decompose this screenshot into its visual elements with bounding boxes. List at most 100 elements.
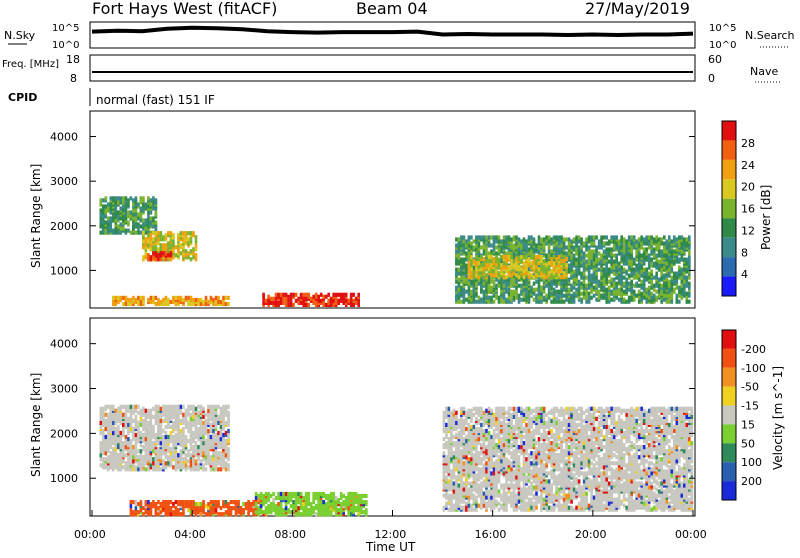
heatmap-cell <box>212 415 215 419</box>
heatmap-cell <box>142 423 145 427</box>
heatmap-cell <box>182 231 185 235</box>
heatmap-cell <box>152 204 155 208</box>
heatmap-cell <box>681 290 684 294</box>
heatmap-cell <box>455 483 458 487</box>
heatmap-cell <box>513 271 516 275</box>
heatmap-cell <box>192 506 195 510</box>
heatmap-cell <box>658 284 661 288</box>
heatmap-cell <box>222 296 225 300</box>
heatmap-cell <box>355 297 358 301</box>
heatmap-cell <box>195 441 198 445</box>
heatmap-cell <box>180 429 183 433</box>
heatmap-cell <box>480 263 483 267</box>
heatmap-cell <box>548 294 551 298</box>
heatmap-cell <box>212 405 215 409</box>
heatmap-cell <box>337 299 340 303</box>
heatmap-cell <box>167 413 170 417</box>
heatmap-cell <box>112 447 115 451</box>
heatmap-cell <box>207 451 210 455</box>
heatmap-cell <box>135 231 138 235</box>
heatmap-cell <box>580 256 583 260</box>
heatmap-cell <box>455 425 458 429</box>
heatmap-cell <box>555 273 558 277</box>
heatmap-cell <box>548 243 551 247</box>
heatmap-cell <box>245 502 248 506</box>
heatmap-cell <box>177 435 180 439</box>
heatmap-cell <box>508 271 511 275</box>
heatmap-cell <box>352 496 355 500</box>
heatmap-cell <box>590 266 593 270</box>
heatmap-cell <box>120 405 123 409</box>
heatmap-cell <box>202 463 205 467</box>
heatmap-cell <box>202 435 205 439</box>
heatmap-cell <box>207 300 210 304</box>
heatmap-cell <box>618 288 621 292</box>
heatmap-cell <box>182 237 185 241</box>
heatmap-cell <box>260 508 263 512</box>
heatmap-cell <box>180 439 183 443</box>
heatmap-cell <box>167 449 170 453</box>
heatmap-cell <box>570 260 573 264</box>
heatmap-cell <box>585 243 588 247</box>
heatmap-cell <box>603 268 606 272</box>
heatmap-cell <box>132 427 135 431</box>
heatmap-cell <box>630 272 633 276</box>
heatmap-cell <box>167 421 170 425</box>
heatmap-cell <box>630 235 633 239</box>
heatmap-cell <box>140 467 143 471</box>
heatmap-cell <box>500 245 503 249</box>
heatmap-cell <box>590 260 593 264</box>
heatmap-cell <box>157 231 160 235</box>
heatmap-cell <box>237 508 240 512</box>
heatmap-cell <box>132 500 135 504</box>
heatmap-cell <box>152 441 155 445</box>
nave-label: Nave <box>750 65 778 78</box>
heatmap-cell <box>448 407 451 411</box>
heatmap-cell <box>205 296 208 300</box>
heatmap-cell <box>488 259 491 263</box>
heatmap-cell <box>488 243 491 247</box>
heatmap-cell <box>335 504 338 508</box>
heatmap-cell <box>152 425 155 429</box>
heatmap-cell <box>573 237 576 241</box>
heatmap-cell <box>535 288 538 292</box>
heatmap-cell <box>463 461 466 465</box>
heatmap-cell <box>125 196 128 200</box>
heatmap-cell <box>287 295 290 299</box>
heatmap-cell <box>518 257 521 261</box>
heatmap-cell <box>115 409 118 413</box>
heatmap-cell <box>290 301 293 305</box>
heatmap-cell <box>585 237 588 241</box>
heatmap-cell <box>478 265 481 269</box>
heatmap-cell <box>172 435 175 439</box>
heatmap-cell <box>640 254 643 258</box>
heatmap-cell <box>180 251 183 255</box>
heatmap-cell <box>583 268 586 272</box>
heatmap-cell <box>445 411 448 415</box>
heatmap-cell <box>200 425 203 429</box>
heatmap-cell <box>598 239 601 243</box>
heatmap-cell <box>197 467 200 471</box>
heatmap-cell <box>102 457 105 461</box>
heatmap-cell <box>117 425 120 429</box>
heatmap-cell <box>195 435 198 439</box>
heatmap-cell <box>135 437 138 441</box>
heatmap-cell <box>663 284 666 288</box>
heatmap-cell <box>130 461 133 465</box>
heatmap-cell <box>490 255 493 259</box>
heatmap-cell <box>272 498 275 502</box>
heatmap-cell <box>155 296 158 300</box>
heatmap-cell <box>157 500 160 504</box>
heatmap-cell <box>545 267 548 271</box>
heatmap-cell <box>220 463 223 467</box>
heatmap-cell <box>515 286 518 290</box>
heatmap-cell <box>335 293 338 297</box>
heatmap-cell <box>110 206 113 210</box>
heatmap-cell <box>147 457 150 461</box>
heatmap-cell <box>267 498 270 502</box>
heatmap-cell <box>167 405 170 409</box>
heatmap-cell <box>305 504 308 508</box>
heatmap-cell <box>107 202 110 206</box>
heatmap-cell <box>115 435 118 439</box>
heatmap-cell <box>142 231 145 235</box>
